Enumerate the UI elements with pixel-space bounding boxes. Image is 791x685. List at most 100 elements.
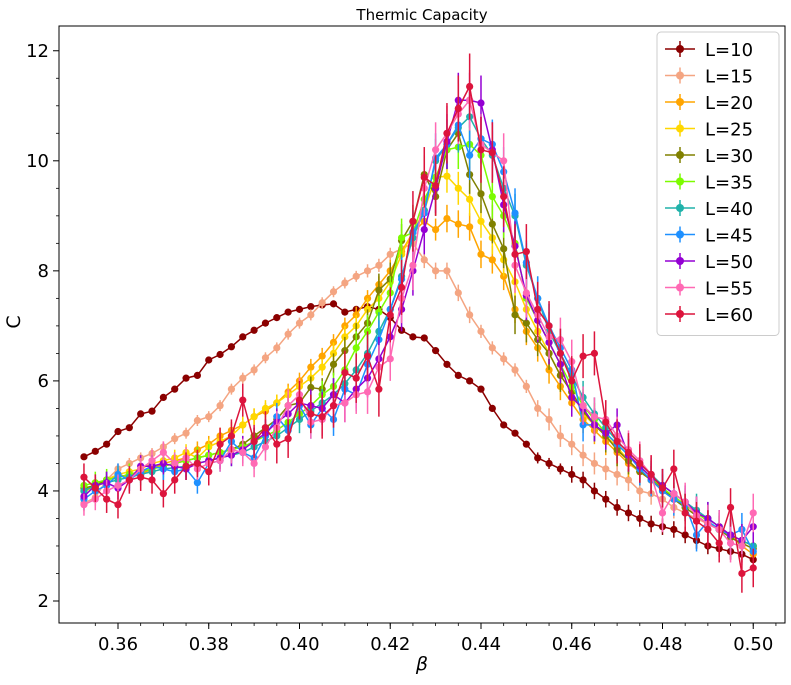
data-point: [307, 363, 315, 371]
data-point: [148, 476, 156, 484]
data-point: [443, 172, 451, 180]
data-point: [466, 223, 474, 231]
data-point: [613, 503, 621, 512]
data-point: [103, 495, 111, 503]
legend-label: L=25: [705, 120, 753, 141]
data-point: [80, 473, 88, 481]
data-point: [647, 470, 655, 479]
data-point: [534, 454, 542, 462]
legend-item: L=35: [665, 173, 753, 194]
data-point: [477, 250, 485, 258]
data-point: [114, 501, 122, 509]
data-point: [443, 360, 451, 368]
data-point: [171, 435, 179, 443]
data-point: [148, 457, 156, 465]
data-point: [239, 396, 247, 404]
legend-label: L=35: [705, 173, 753, 194]
data-point: [193, 416, 201, 425]
data-point: [295, 396, 304, 404]
data-point: [602, 418, 610, 426]
data-point: [318, 299, 326, 307]
data-point: [658, 484, 667, 492]
data-point: [432, 267, 440, 275]
data-point: [681, 509, 689, 517]
data-point: [443, 267, 451, 275]
data-point: [488, 220, 496, 228]
legend-marker: [676, 257, 684, 265]
data-point: [352, 374, 360, 382]
data-point: [624, 448, 633, 457]
data-point: [397, 234, 406, 242]
data-point: [137, 473, 145, 481]
data-point: [522, 319, 530, 327]
data-point: [477, 146, 485, 154]
data-point: [80, 453, 88, 461]
data-point: [103, 440, 111, 448]
data-point: [466, 82, 474, 91]
data-point: [511, 429, 519, 437]
axes-frame: [58, 25, 786, 624]
data-point: [556, 465, 564, 473]
data-point: [454, 104, 462, 113]
data-point: [239, 374, 247, 382]
legend-item: L=45: [665, 226, 753, 247]
legend-marker: [676, 283, 684, 292]
legend-marker: [676, 45, 684, 53]
x-tick-label: 0.48: [642, 634, 682, 655]
data-point: [420, 256, 428, 264]
legend-marker: [676, 98, 684, 106]
chart-title: Thermic Capacity: [355, 6, 487, 24]
legend-item: L=20: [665, 93, 753, 114]
data-point: [602, 495, 610, 503]
data-point: [658, 509, 667, 517]
data-point: [477, 217, 485, 225]
data-point: [307, 311, 315, 319]
data-point: [466, 151, 474, 159]
data-point: [647, 520, 655, 528]
data-point: [522, 440, 530, 448]
data-point: [613, 437, 621, 446]
data-point: [488, 256, 496, 264]
legend-item: L=55: [665, 279, 753, 300]
data-point: [329, 300, 338, 308]
data-point: [704, 525, 712, 534]
legend-marker: [676, 177, 684, 186]
data-point: [670, 490, 678, 498]
data-point: [556, 432, 564, 440]
data-point: [590, 349, 599, 357]
legend-marker: [676, 124, 684, 133]
y-tick-label: 12: [26, 41, 49, 62]
legend-marker: [676, 204, 684, 212]
legend-marker: [676, 230, 684, 239]
data-point: [579, 352, 587, 360]
legend-item: L=30: [665, 146, 753, 167]
data-point: [375, 286, 383, 294]
data-point: [636, 459, 644, 468]
data-point: [193, 459, 201, 468]
data-point: [363, 352, 372, 360]
series-l-60: [80, 53, 757, 593]
data-point: [363, 267, 372, 275]
legend-box: [656, 31, 780, 336]
x-axis-ticks: 0.36 0.38 0.40 0.42 0.44 0.46 0.48 0.50: [94, 623, 777, 655]
data-point: [125, 476, 133, 484]
legend-label: L=30: [705, 146, 753, 167]
data-point: [171, 476, 179, 484]
data-point: [488, 344, 496, 352]
data-point: [420, 173, 428, 181]
data-point: [91, 484, 99, 492]
data-point: [624, 476, 633, 484]
data-point: [522, 289, 530, 297]
data-point: [692, 517, 701, 525]
data-point: [443, 129, 451, 137]
data-point: [636, 487, 644, 495]
legend-item: L=10: [665, 40, 753, 61]
data-point: [216, 402, 224, 410]
x-tick-label: 0.50: [733, 634, 773, 655]
data-point: [670, 525, 678, 534]
data-point: [454, 220, 462, 228]
data-point: [749, 509, 757, 517]
data-point: [295, 305, 304, 313]
data-point: [726, 503, 735, 512]
x-tick-label: 0.42: [370, 634, 410, 655]
